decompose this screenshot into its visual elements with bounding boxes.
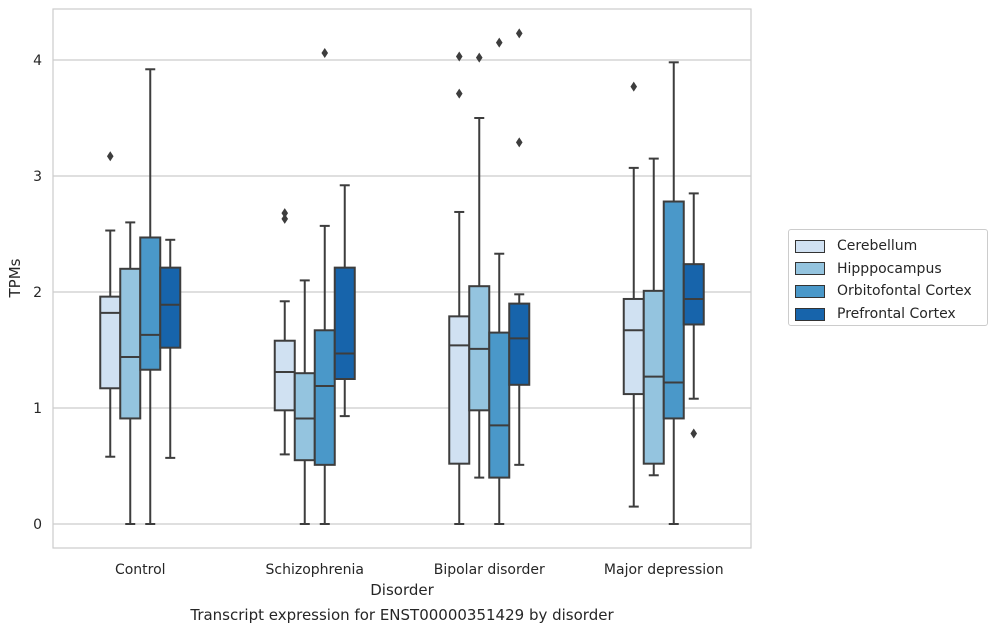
- box-cerebellum: [99, 151, 122, 458]
- box-hipppocampus: [642, 157, 665, 477]
- outlier-point: [515, 137, 523, 148]
- box-hipppocampus: [468, 52, 491, 479]
- legend-item: Cerebellum: [795, 235, 987, 258]
- legend-label: Hipppocampus: [837, 260, 942, 277]
- y-tick-label: 2: [33, 285, 42, 301]
- outlier-point: [455, 51, 463, 62]
- outlier-point: [630, 81, 638, 92]
- box-prefrontal-cortex: [159, 238, 182, 459]
- box-orbitofontal-cortex: [313, 48, 336, 525]
- box-iqr: [99, 295, 122, 390]
- box-hipppocampus: [119, 221, 142, 525]
- box-plot-series: [99, 28, 705, 525]
- outlier-point: [281, 208, 289, 219]
- outlier-point: [475, 52, 483, 63]
- outlier-point: [106, 151, 114, 162]
- box-iqr: [119, 267, 142, 420]
- legend-item: Prefrontal Cortex: [795, 303, 987, 326]
- box-iqr: [273, 339, 296, 412]
- box-prefrontal-cortex: [333, 184, 356, 418]
- legend-label: Cerebellum: [837, 238, 918, 255]
- box-cerebellum: [448, 51, 471, 525]
- box-iqr: [508, 302, 531, 386]
- box-orbitofontal-cortex: [139, 68, 162, 525]
- legend-swatch: [795, 239, 825, 253]
- y-axis-label: TPMs: [6, 258, 24, 298]
- x-tick-label: Schizophrenia: [266, 562, 364, 578]
- box-cerebellum: [273, 208, 296, 456]
- legend-swatch: [795, 262, 825, 276]
- outlier-point: [515, 28, 523, 39]
- box-iqr: [333, 266, 356, 381]
- box-iqr: [682, 263, 705, 326]
- x-tick-label: Control: [115, 562, 166, 578]
- box-iqr: [293, 372, 316, 462]
- box-iqr: [448, 315, 471, 465]
- y-tick-label: 4: [33, 53, 42, 69]
- legend-item: Hipppocampus: [795, 258, 987, 281]
- outlier-point: [321, 48, 329, 59]
- legend-item: Orbitofontal Cortex: [795, 280, 987, 303]
- outlier-point: [455, 88, 463, 99]
- x-tick-label: Bipolar disorder: [434, 562, 545, 578]
- box-iqr: [488, 331, 511, 479]
- box-prefrontal-cortex: [682, 192, 705, 439]
- legend-swatch: [795, 284, 825, 298]
- y-axis-ticks: 0 1 2 3 4: [33, 53, 42, 533]
- legend-label: Prefrontal Cortex: [837, 306, 956, 323]
- legend: Cerebellum Hipppocampus Orbitofontal Corte…: [788, 229, 988, 326]
- chart-title: Transcript expression for ENST0000035142…: [190, 606, 614, 624]
- box-iqr: [622, 297, 645, 396]
- box-iqr: [159, 266, 182, 349]
- legend-label: Orbitofontal Cortex: [837, 283, 972, 300]
- x-axis-label: Disorder: [370, 581, 434, 599]
- outlier-point: [281, 213, 289, 224]
- outlier-point: [690, 428, 698, 439]
- box-iqr: [662, 200, 685, 420]
- outlier-point: [495, 37, 503, 48]
- x-tick-label: Major depression: [604, 562, 724, 578]
- x-axis-ticks: Control Schizophrenia Bipolar disorder Majo…: [115, 562, 724, 578]
- box-iqr: [313, 329, 336, 466]
- y-tick-label: 3: [33, 169, 42, 185]
- box-prefrontal-cortex: [508, 28, 531, 466]
- plot-frame: [52, 8, 752, 549]
- box-iqr: [139, 236, 162, 371]
- box-orbitofontal-cortex: [488, 37, 511, 525]
- y-tick-label: 1: [33, 401, 42, 417]
- box-cerebellum: [622, 81, 645, 508]
- box-orbitofontal-cortex: [662, 61, 685, 525]
- y-tick-label: 0: [33, 517, 42, 533]
- legend-swatch: [795, 307, 825, 321]
- box-hipppocampus: [293, 279, 316, 525]
